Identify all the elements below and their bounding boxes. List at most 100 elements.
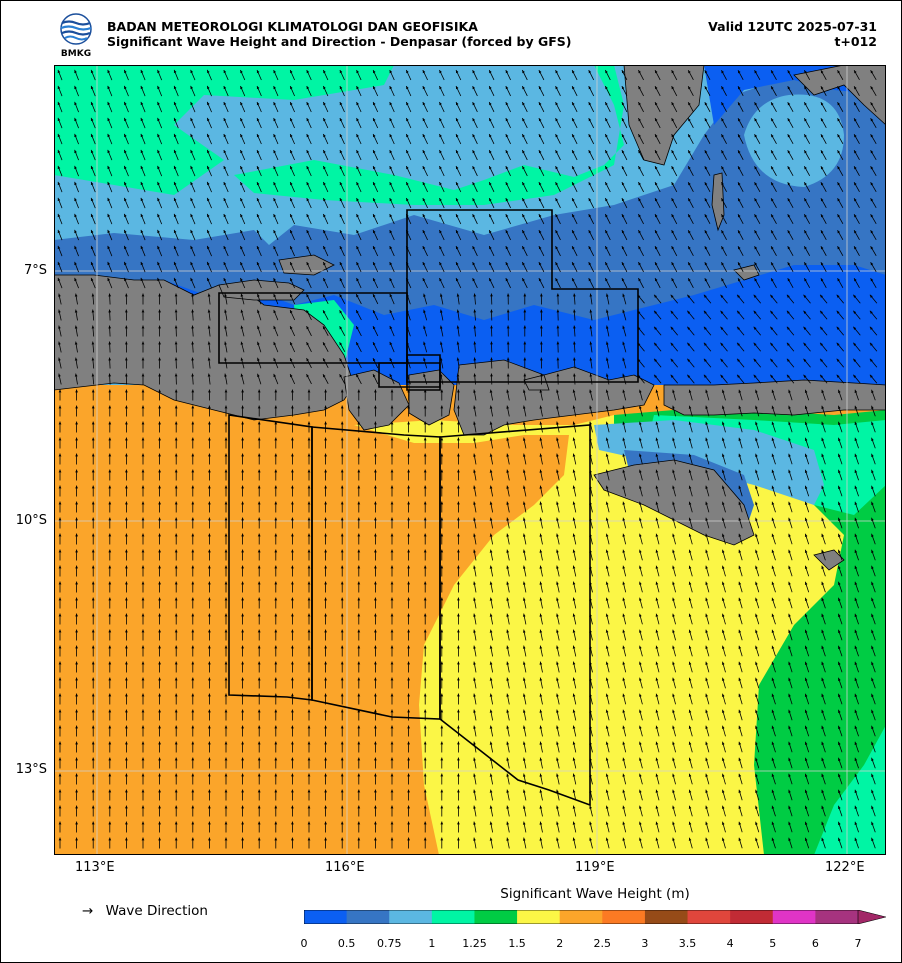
direction-arrow-head (125, 837, 128, 841)
direction-arrow-head (191, 645, 195, 649)
direction-arrow-head (804, 501, 808, 505)
direction-arrow-head (208, 837, 211, 841)
direction-arrow-head (90, 69, 94, 74)
direction-arrow-head (57, 261, 61, 266)
direction-arrow-head (821, 629, 825, 633)
direction-arrow-head (125, 373, 128, 377)
direction-arrow-head (456, 341, 460, 345)
direction-arrow-head (639, 789, 642, 793)
direction-arrow-head (870, 246, 874, 250)
direction-arrow-head (423, 485, 427, 489)
direction-arrow-head (621, 262, 625, 266)
direction-arrow-head (721, 821, 725, 825)
direction-arrow-head (870, 262, 874, 266)
direction-arrow-head (489, 741, 493, 745)
direction-arrow-head (473, 501, 476, 505)
direction-arrow-head (74, 277, 77, 282)
direction-arrow-head (721, 533, 725, 537)
direction-arrow-head (423, 293, 426, 297)
direction-arrow-head (506, 597, 510, 601)
direction-arrow-head (456, 230, 459, 234)
direction-arrow-head (870, 102, 874, 106)
direction-arrow-head (572, 613, 576, 617)
direction-arrow-head (389, 373, 393, 378)
direction-arrow-head (737, 310, 740, 314)
direction-arrow-head (108, 741, 112, 745)
direction-arrow-head (871, 661, 874, 665)
direction-arrow-head (390, 469, 394, 473)
direction-arrow-head (622, 565, 626, 569)
direction-arrow-head (274, 645, 278, 649)
direction-arrow-head (721, 629, 725, 633)
direction-arrow-head (240, 262, 243, 266)
direction-arrow-head (91, 389, 95, 393)
direction-arrow-head (655, 405, 659, 409)
direction-arrow-head (522, 773, 526, 777)
direction-arrow-head (307, 421, 311, 425)
direction-arrow-head (307, 549, 311, 553)
direction-arrow-head (340, 437, 344, 441)
direction-arrow-head (256, 182, 260, 186)
direction-arrow-head (407, 805, 410, 809)
direction-arrow-head (754, 70, 758, 74)
direction-arrow-head (374, 709, 377, 713)
direction-arrow-head (705, 693, 708, 697)
direction-arrow-head (687, 294, 691, 298)
direction-arrow-head (241, 437, 244, 441)
direction-arrow-head (655, 437, 659, 441)
direction-arrow-head (506, 341, 510, 345)
direction-arrow-head (440, 405, 444, 409)
direction-arrow-head (555, 214, 559, 218)
direction-arrow-head (91, 533, 95, 537)
direction-arrow-head (374, 629, 377, 633)
direction-arrow-head (423, 661, 427, 665)
direction-arrow-head (672, 421, 675, 425)
direction-arrow-head (439, 262, 442, 266)
direction-arrow-head (224, 629, 228, 633)
direction-arrow-head (324, 469, 327, 473)
direction-arrow-head (58, 741, 62, 745)
direction-arrow-head (572, 757, 576, 761)
direction-arrow-head (506, 757, 510, 761)
direction-arrow-head (75, 741, 78, 745)
direction-arrow-head (374, 501, 377, 505)
direction-arrow-head (871, 677, 874, 681)
direction-arrow-head (786, 358, 790, 362)
direction-arrow-head (538, 134, 542, 138)
direction-arrow-head (390, 597, 394, 601)
direction-arrow-head (373, 214, 376, 218)
direction-arrow-head (506, 677, 510, 681)
direction-arrow-head (771, 166, 774, 170)
direction-arrow-head (90, 261, 94, 266)
direction-arrow-head (473, 437, 476, 441)
direction-arrow-head (854, 421, 858, 425)
direction-arrow-head (406, 150, 409, 154)
direction-arrow-head (473, 389, 476, 393)
direction-arrow-head (140, 181, 144, 186)
direction-arrow-head (556, 789, 559, 793)
colorbar-tick-label: 3 (641, 937, 649, 950)
direction-arrow-head (605, 278, 608, 282)
direction-arrow-head (357, 821, 361, 825)
direction-arrow-head (241, 453, 244, 457)
direction-arrow-head (58, 325, 61, 329)
direction-arrow-head (74, 149, 77, 154)
direction-arrow-head (456, 86, 459, 90)
direction-arrow-head (423, 613, 427, 617)
direction-arrow-head (655, 757, 659, 761)
direction-arrow-head (91, 373, 95, 377)
direction-arrow-head (125, 693, 128, 697)
direction-arrow-head (522, 182, 525, 186)
direction-arrow-head (555, 118, 559, 122)
direction-arrow-head (688, 501, 692, 505)
direction-arrow-head (290, 262, 293, 266)
direction-arrow-head (373, 102, 376, 106)
direction-arrow-head (589, 293, 593, 297)
direction-arrow-head (439, 309, 443, 313)
direction-arrow-head (273, 86, 276, 90)
direction-arrow-head (423, 597, 427, 601)
direction-arrow-head (804, 437, 808, 441)
direction-arrow-head (324, 725, 327, 729)
direction-arrow-head (622, 709, 626, 713)
direction-arrow-head (870, 166, 874, 170)
